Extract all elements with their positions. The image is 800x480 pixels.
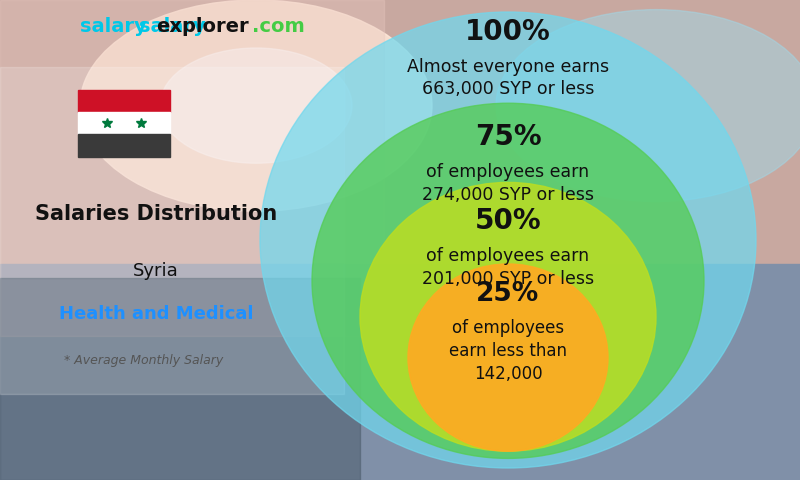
Text: salary: salary [80,17,146,36]
Text: 50%: 50% [474,207,542,235]
Polygon shape [0,264,800,480]
Circle shape [496,10,800,202]
Text: 100%: 100% [465,18,551,46]
Text: Almost everyone earns
663,000 SYP or less: Almost everyone earns 663,000 SYP or les… [407,58,609,98]
Text: of employees earn
201,000 SYP or less: of employees earn 201,000 SYP or less [422,247,594,288]
Text: of employees
earn less than
142,000: of employees earn less than 142,000 [449,319,567,383]
Circle shape [160,48,352,163]
Ellipse shape [312,103,704,458]
Ellipse shape [360,182,656,451]
Bar [78,112,170,134]
Bar [78,90,170,112]
Text: * Average Monthly Salary: * Average Monthly Salary [64,354,223,367]
Ellipse shape [260,12,756,468]
Text: Salaries Distribution: Salaries Distribution [35,204,277,224]
Text: .com: .com [252,17,305,36]
Text: salary: salary [138,17,206,36]
Text: Syria: Syria [133,262,179,279]
Ellipse shape [408,264,608,451]
Text: 75%: 75% [474,123,542,151]
Text: 25%: 25% [476,281,540,307]
Circle shape [80,0,432,211]
Polygon shape [0,0,800,264]
Bar [78,134,170,157]
Polygon shape [0,67,344,394]
Polygon shape [0,0,384,336]
Text: explorer: explorer [156,17,249,36]
Text: Health and Medical: Health and Medical [58,305,254,323]
Polygon shape [0,278,360,480]
Text: of employees earn
274,000 SYP or less: of employees earn 274,000 SYP or less [422,163,594,204]
